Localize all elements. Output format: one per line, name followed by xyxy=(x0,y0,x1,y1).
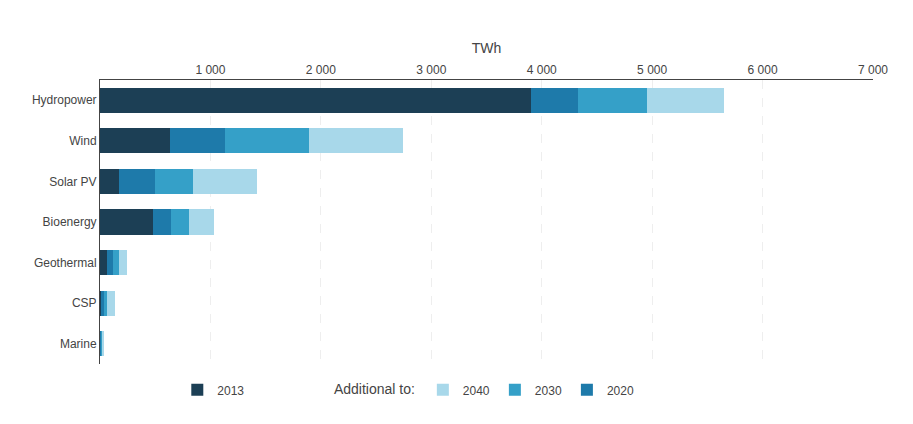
svg-text:2 000: 2 000 xyxy=(306,63,336,77)
svg-text:7 000: 7 000 xyxy=(858,63,888,77)
svg-text:Hydropower: Hydropower xyxy=(32,93,97,107)
svg-text:4 000: 4 000 xyxy=(527,63,557,77)
svg-text:3 000: 3 000 xyxy=(416,63,446,77)
svg-text:Solar PV: Solar PV xyxy=(49,175,96,189)
svg-text:2013: 2013 xyxy=(217,384,244,398)
svg-text:TWh: TWh xyxy=(472,40,502,56)
svg-text:5 000: 5 000 xyxy=(637,63,667,77)
svg-text:Wind: Wind xyxy=(69,134,96,148)
svg-text:Geothermal: Geothermal xyxy=(34,256,97,270)
svg-text:1 000: 1 000 xyxy=(195,63,225,77)
svg-text:2030: 2030 xyxy=(535,384,562,398)
svg-text:2020: 2020 xyxy=(607,384,634,398)
svg-text:Bioenergy: Bioenergy xyxy=(43,215,97,229)
svg-text:6 000: 6 000 xyxy=(748,63,778,77)
svg-text:2040: 2040 xyxy=(463,384,490,398)
svg-text:Additional to:: Additional to: xyxy=(334,381,415,397)
svg-text:Marine: Marine xyxy=(60,337,97,351)
svg-text:CSP: CSP xyxy=(72,296,97,310)
